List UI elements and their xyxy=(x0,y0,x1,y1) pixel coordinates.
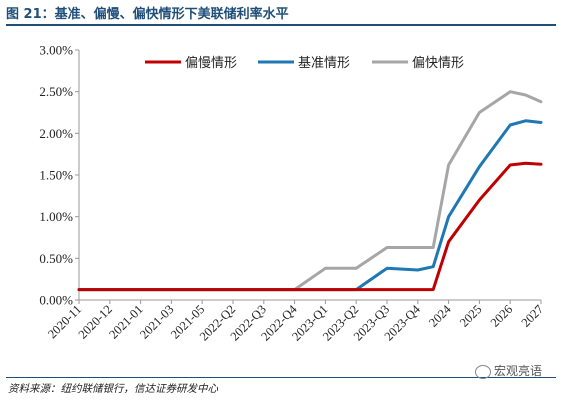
series-line xyxy=(77,90,543,292)
x-tick-label: 2027 xyxy=(519,302,547,330)
series-line xyxy=(77,161,543,292)
x-axis: 2020-112020-122021-012021-032021-052022-… xyxy=(45,299,547,344)
rate-line-chart: 0.00% 0.50% 1.00% 1.50% 2.00% 2.50% 3.00% 2020… xyxy=(39,43,547,344)
y-tick-label: 1.00% xyxy=(39,209,73,224)
x-tick-label: 2025 xyxy=(457,302,485,330)
figure-title: 图 21：基准、偏慢、偏快情形下美联储利率水平 xyxy=(6,4,556,26)
wechat-icon xyxy=(475,364,491,379)
series-line xyxy=(77,119,543,292)
y-axis: 0.00% 0.50% 1.00% 1.50% 2.00% 2.50% 3.00% xyxy=(39,43,80,308)
y-tick-label: 3.00% xyxy=(39,43,73,58)
series-lines xyxy=(77,90,543,292)
watermark: 宏观亮语 xyxy=(475,362,542,379)
bottom-rule xyxy=(6,377,556,378)
source-note: 资料来源：纽约联储银行，信达证券研发中心 xyxy=(8,383,218,395)
y-tick-label: 1.50% xyxy=(39,168,73,183)
y-tick-label: 0.00% xyxy=(39,293,73,308)
legend-label: 偏快情形 xyxy=(412,56,464,71)
y-tick-label: 2.50% xyxy=(39,84,73,99)
legend: 偏慢情形 基准情形 偏快情形 xyxy=(145,55,464,71)
legend-label: 基准情形 xyxy=(298,56,350,71)
x-tick-label: 2026 xyxy=(488,302,516,330)
legend-label: 偏慢情形 xyxy=(185,55,237,71)
y-tick-label: 0.50% xyxy=(39,251,73,266)
y-tick-label: 2.00% xyxy=(39,126,73,141)
watermark-text: 宏观亮语 xyxy=(494,364,543,378)
x-tick-label: 2024 xyxy=(426,302,454,330)
